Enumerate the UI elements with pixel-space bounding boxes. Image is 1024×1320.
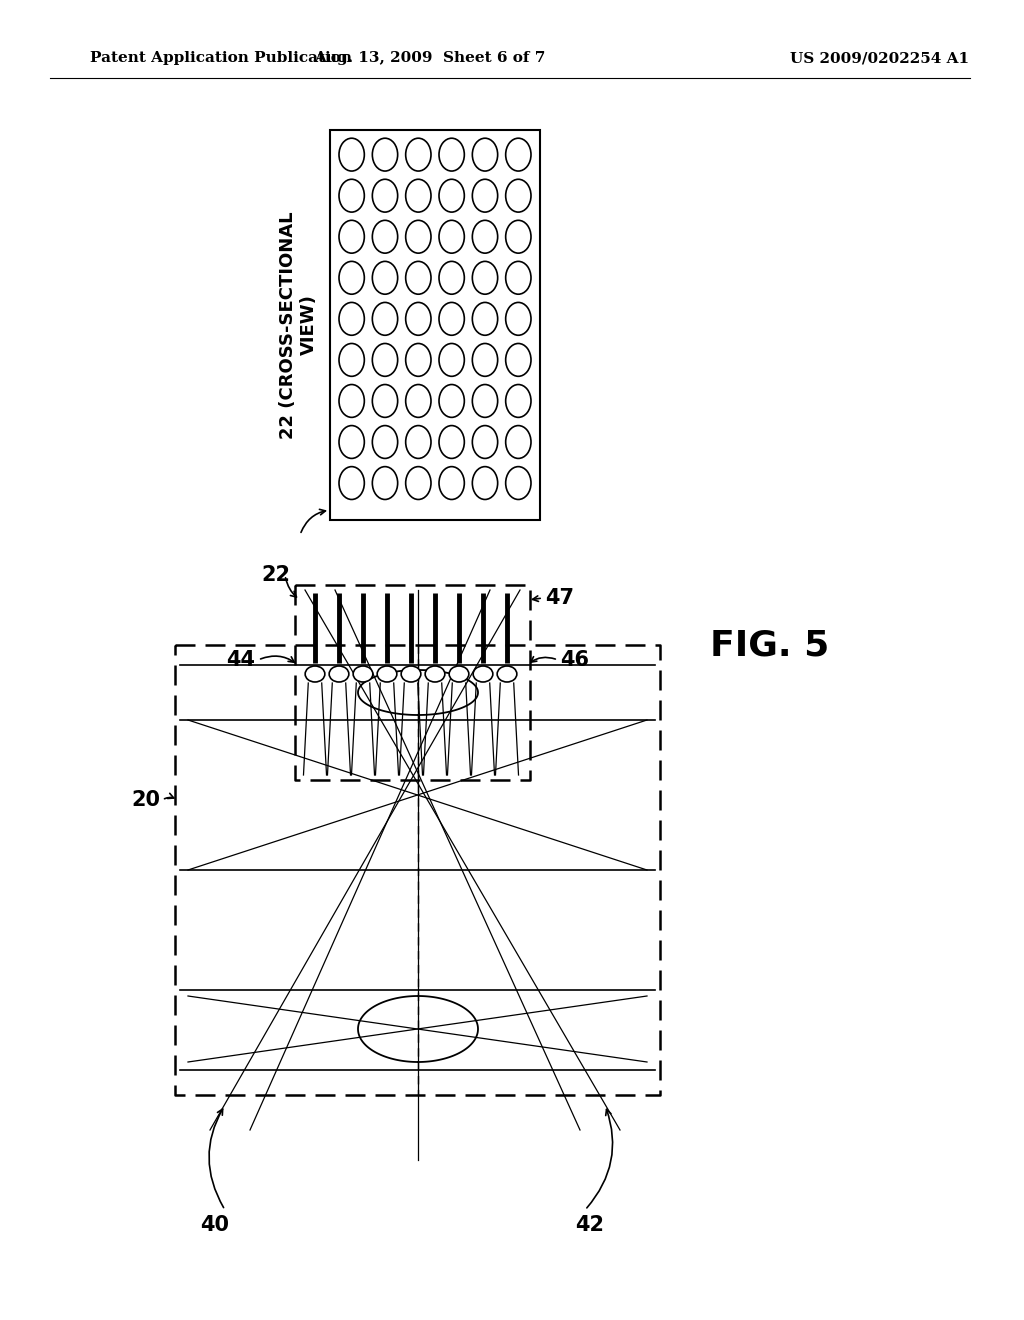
Ellipse shape <box>472 425 498 458</box>
Ellipse shape <box>329 667 349 682</box>
Ellipse shape <box>472 302 498 335</box>
Ellipse shape <box>339 425 365 458</box>
Ellipse shape <box>373 220 397 253</box>
Ellipse shape <box>373 467 397 499</box>
Ellipse shape <box>439 343 464 376</box>
Ellipse shape <box>472 467 498 499</box>
Ellipse shape <box>406 384 431 417</box>
Text: 47: 47 <box>545 587 574 609</box>
Text: Patent Application Publication: Patent Application Publication <box>90 51 352 65</box>
Ellipse shape <box>373 384 397 417</box>
Text: 40: 40 <box>201 1214 229 1236</box>
Ellipse shape <box>339 180 365 213</box>
Ellipse shape <box>339 467 365 499</box>
Ellipse shape <box>401 667 421 682</box>
Text: 20: 20 <box>131 789 160 810</box>
Ellipse shape <box>373 180 397 213</box>
Ellipse shape <box>506 425 531 458</box>
Text: Aug. 13, 2009  Sheet 6 of 7: Aug. 13, 2009 Sheet 6 of 7 <box>314 51 546 65</box>
Ellipse shape <box>373 425 397 458</box>
Text: 46: 46 <box>560 649 589 671</box>
Ellipse shape <box>498 667 517 682</box>
Ellipse shape <box>506 384 531 417</box>
Ellipse shape <box>439 467 464 499</box>
Ellipse shape <box>339 139 365 172</box>
Ellipse shape <box>506 139 531 172</box>
Ellipse shape <box>506 261 531 294</box>
Ellipse shape <box>377 667 397 682</box>
Text: 22: 22 <box>261 565 290 585</box>
Ellipse shape <box>506 302 531 335</box>
Ellipse shape <box>472 180 498 213</box>
Ellipse shape <box>439 261 464 294</box>
Ellipse shape <box>373 139 397 172</box>
Ellipse shape <box>339 343 365 376</box>
Ellipse shape <box>506 180 531 213</box>
Ellipse shape <box>353 667 373 682</box>
Text: US 2009/0202254 A1: US 2009/0202254 A1 <box>790 51 969 65</box>
Ellipse shape <box>406 180 431 213</box>
Ellipse shape <box>439 302 464 335</box>
Ellipse shape <box>473 667 493 682</box>
Ellipse shape <box>506 467 531 499</box>
Ellipse shape <box>339 302 365 335</box>
Text: 44: 44 <box>226 649 255 671</box>
Ellipse shape <box>373 302 397 335</box>
Ellipse shape <box>406 220 431 253</box>
Text: 42: 42 <box>575 1214 604 1236</box>
Ellipse shape <box>339 220 365 253</box>
Ellipse shape <box>506 220 531 253</box>
Ellipse shape <box>450 667 469 682</box>
Ellipse shape <box>305 667 325 682</box>
Ellipse shape <box>439 425 464 458</box>
Text: FIG. 5: FIG. 5 <box>710 628 829 663</box>
Ellipse shape <box>439 180 464 213</box>
Ellipse shape <box>472 261 498 294</box>
Ellipse shape <box>406 343 431 376</box>
Ellipse shape <box>425 667 444 682</box>
Text: 22 (CROSS-SECTIONAL
VIEW): 22 (CROSS-SECTIONAL VIEW) <box>280 211 318 438</box>
Ellipse shape <box>472 139 498 172</box>
Ellipse shape <box>373 343 397 376</box>
Ellipse shape <box>339 384 365 417</box>
Ellipse shape <box>439 220 464 253</box>
Ellipse shape <box>472 220 498 253</box>
Ellipse shape <box>406 139 431 172</box>
Ellipse shape <box>439 384 464 417</box>
Ellipse shape <box>472 343 498 376</box>
Ellipse shape <box>406 261 431 294</box>
Ellipse shape <box>373 261 397 294</box>
Bar <box>330 129 540 520</box>
Ellipse shape <box>406 425 431 458</box>
Ellipse shape <box>439 139 464 172</box>
Ellipse shape <box>472 384 498 417</box>
Ellipse shape <box>339 261 365 294</box>
Ellipse shape <box>406 467 431 499</box>
Ellipse shape <box>406 302 431 335</box>
Ellipse shape <box>506 343 531 376</box>
